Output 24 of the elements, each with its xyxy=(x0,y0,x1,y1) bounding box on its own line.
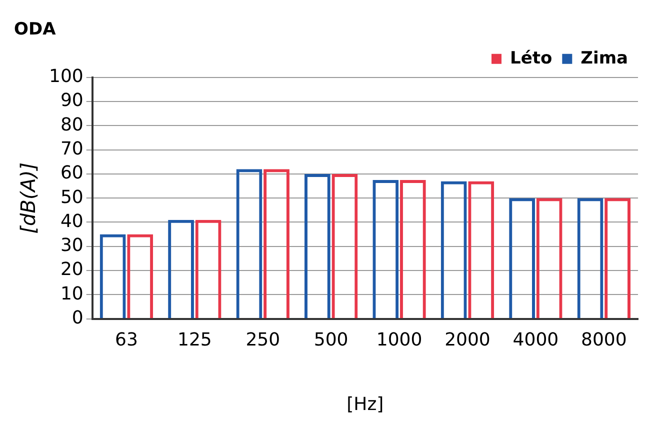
x-tick-label: 4000 xyxy=(512,329,559,350)
legend-label: Zima xyxy=(580,48,628,68)
y-tick-label: 60 xyxy=(60,162,84,184)
y-tick-label: 20 xyxy=(60,259,84,280)
y-tick-label: 100 xyxy=(48,66,84,88)
y-tick-label: 0 xyxy=(72,307,84,328)
y-tick-label: 90 xyxy=(60,90,84,112)
x-tick-label: 63 xyxy=(115,329,138,350)
x-tick-label: 8000 xyxy=(580,329,627,350)
y-tick-label: 10 xyxy=(60,283,84,304)
y-tick-label: 40 xyxy=(60,210,84,232)
y-tick-label: 50 xyxy=(60,186,84,208)
x-tick-label: 500 xyxy=(314,329,348,350)
x-axis-title: [Hz] xyxy=(346,394,384,415)
legend-label: Léto xyxy=(510,48,552,68)
y-tick-label: 70 xyxy=(60,138,84,160)
y-tick-label: 30 xyxy=(60,235,84,256)
x-tick-label: 2000 xyxy=(444,329,490,350)
y-tick-label: 80 xyxy=(60,114,84,136)
x-tick-label: 125 xyxy=(177,329,212,350)
x-tick-label: 1000 xyxy=(376,329,422,350)
x-tick-label: 250 xyxy=(246,329,280,350)
y-axis-title: [dB(A)] xyxy=(16,162,40,234)
chart-title: ODA xyxy=(14,20,57,40)
